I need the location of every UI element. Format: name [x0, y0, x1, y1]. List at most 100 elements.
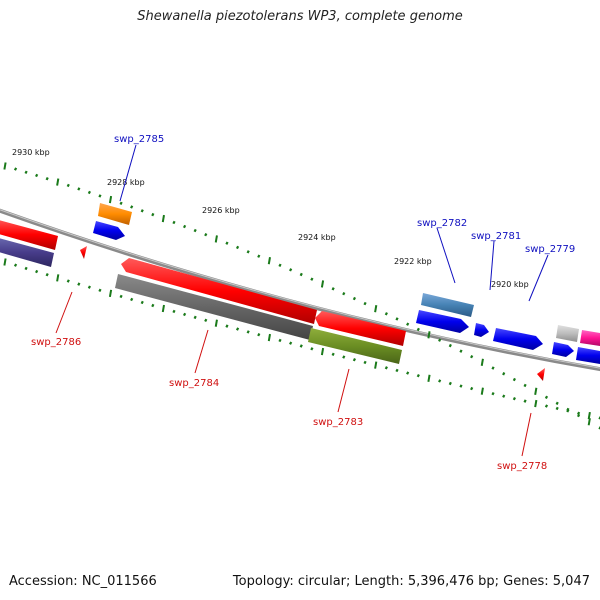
leader-swp-2783	[337, 368, 350, 413]
outer-scale-minor-tick	[235, 245, 240, 250]
genome-summary-text: Topology: circular; Length: 5,396,476 bp…	[232, 574, 590, 589]
inner-scale-minor-tick	[523, 399, 527, 403]
gene-feature-swp-2786[interactable]	[0, 219, 58, 250]
outer-scale-minor-tick	[257, 254, 261, 258]
inner-scale-minor-tick	[310, 347, 314, 351]
outer-scale-minor-tick	[491, 366, 495, 370]
outer-scale-minor-tick	[182, 224, 187, 229]
inner-scale-minor-tick	[77, 282, 81, 286]
leader-swp-2784	[194, 329, 209, 374]
inner-scale-minor-tick	[491, 391, 495, 396]
scale-label-2928: 2928 kbp	[107, 178, 145, 187]
forward-features	[93, 203, 600, 364]
outer-scale-minor-tick	[45, 177, 49, 181]
inner-scale-minor-tick	[363, 360, 367, 365]
inner-scale-major-tick	[108, 289, 113, 298]
gene-feature-pink[interactable]	[580, 330, 600, 346]
inner-scale-minor-tick	[544, 404, 549, 408]
outer-scale-major-tick	[587, 418, 591, 426]
outer-scale-minor-tick	[13, 167, 18, 171]
gene-feature-orange[interactable]	[98, 203, 132, 225]
inner-scale-minor-tick	[512, 396, 516, 401]
gene-feature-light-grey[interactable]	[556, 325, 579, 342]
gene-label-swp-2786[interactable]: swp_2786	[31, 337, 81, 348]
inner-scale-minor-tick	[342, 355, 346, 359]
genome-backbone-highlight	[0, 209, 600, 369]
gene-feature-swp-2784[interactable]	[121, 258, 317, 324]
gene-feature-swp-2785[interactable]	[93, 221, 125, 240]
gene-feature-purple[interactable]	[0, 237, 54, 267]
gene-feature-blue-b[interactable]	[552, 342, 574, 357]
outer-scale-minor-tick	[130, 205, 134, 209]
inner-scale-minor-tick	[438, 379, 442, 383]
gene-label-swp-2782[interactable]: swp_2782	[417, 218, 467, 229]
inner-scale-ticks	[3, 258, 600, 420]
gene-label-swp-2784[interactable]: swp_2784	[169, 378, 219, 389]
gene-label-swp-2785[interactable]: swp_2785	[114, 134, 164, 145]
outer-scale-minor-tick	[523, 383, 527, 388]
outer-scale-minor-tick	[555, 401, 559, 406]
inner-scale-minor-tick	[384, 366, 388, 370]
inner-scale-minor-tick	[235, 327, 240, 331]
outer-scale-minor-tick	[140, 209, 144, 213]
inner-scale-minor-tick	[204, 318, 208, 323]
gene-feature-swp-2779[interactable]	[493, 328, 543, 350]
gene-feature-olive[interactable]	[308, 328, 402, 364]
gene-labels: swp_2785 swp_2782 swp_2781 swp_2779 swp_…	[31, 134, 575, 472]
outer-scale-ticks	[3, 162, 600, 430]
inner-scale-minor-tick	[24, 266, 28, 271]
outer-scale-major-tick	[320, 280, 325, 288]
inner-scale-minor-tick	[246, 330, 250, 334]
outer-scale-major-tick	[534, 387, 538, 395]
inner-scale-minor-tick	[299, 344, 303, 348]
inner-scale-minor-tick	[172, 309, 176, 314]
inner-scale-minor-tick	[13, 263, 18, 267]
gene-feature-small-red[interactable]	[80, 246, 87, 259]
inner-scale-minor-tick	[66, 279, 70, 283]
outer-scale-minor-tick	[544, 395, 549, 399]
gene-feature-blue-a[interactable]	[416, 310, 469, 333]
outer-scale-minor-tick	[352, 296, 356, 301]
gene-feature-blue-c[interactable]	[576, 347, 600, 364]
gene-feature-grey[interactable]	[115, 274, 313, 340]
inner-scale-minor-tick	[331, 352, 335, 356]
inner-scale-major-tick	[480, 387, 484, 395]
gene-label-swp-2778[interactable]: swp_2778	[497, 461, 547, 472]
outer-scale-minor-tick	[448, 343, 452, 348]
gene-label-swp-2783[interactable]: swp_2783	[313, 417, 363, 428]
leader-swp-2786	[55, 291, 73, 334]
outer-scale-major-tick	[480, 358, 484, 366]
inner-scale-major-tick	[427, 374, 431, 382]
inner-scale-minor-tick	[576, 411, 581, 415]
gene-label-swp-2781[interactable]: swp_2781	[471, 231, 521, 242]
inner-scale-minor-tick	[406, 371, 410, 375]
scale-label-2924: 2924 kbp	[298, 233, 336, 242]
label-leader-lines	[55, 144, 549, 457]
gene-feature-swp-2782[interactable]	[421, 293, 474, 317]
outer-scale-minor-tick	[24, 170, 28, 174]
outer-scale-major-tick	[427, 331, 431, 339]
leader-swp-2785	[119, 144, 137, 202]
inner-scale-major-tick	[587, 411, 591, 420]
outer-scale-minor-tick	[66, 183, 70, 188]
outer-scale-major-tick	[3, 162, 7, 170]
inner-scale-minor-tick	[416, 374, 420, 378]
outer-scale-minor-tick	[246, 250, 250, 254]
leader-swp-2782	[436, 227, 456, 284]
outer-scale-minor-tick	[384, 312, 388, 316]
inner-scale-major-tick	[534, 399, 538, 408]
leader-swp-2779	[528, 254, 549, 302]
inner-scale-minor-tick	[45, 273, 49, 277]
gene-feature-swp-2778[interactable]	[537, 368, 545, 381]
inner-scale-minor-tick	[289, 341, 293, 345]
gene-feature-swp-2781[interactable]	[474, 323, 489, 337]
inner-scale-minor-tick	[566, 409, 570, 413]
outer-scale-minor-tick	[395, 317, 399, 321]
reverse-features	[0, 219, 545, 381]
outer-scale-minor-tick	[470, 355, 474, 359]
inner-scale-minor-tick	[278, 338, 282, 343]
gene-feature-swp-2783[interactable]	[315, 311, 406, 346]
gene-label-swp-2779[interactable]: swp_2779	[525, 244, 575, 255]
outer-scale-minor-tick	[119, 201, 123, 205]
